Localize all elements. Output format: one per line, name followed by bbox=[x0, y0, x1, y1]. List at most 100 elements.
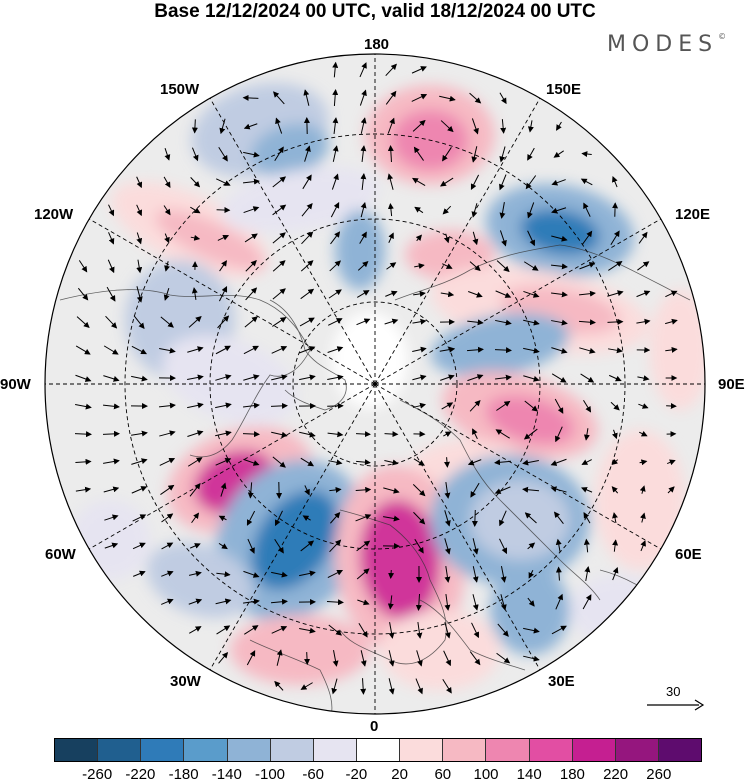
wind-arrow bbox=[636, 318, 651, 325]
wind-arrow bbox=[219, 118, 226, 135]
wind-arrow bbox=[413, 458, 425, 466]
wind-arrow bbox=[131, 458, 148, 465]
wind-arrow bbox=[243, 598, 260, 605]
wind-arrow bbox=[388, 622, 395, 639]
wind-arrow bbox=[164, 233, 170, 244]
wind-arrow bbox=[472, 566, 479, 583]
wind-arrow bbox=[470, 174, 480, 191]
wind-arrow bbox=[612, 512, 618, 524]
wind-arrow bbox=[444, 510, 451, 527]
wind-arrow bbox=[583, 538, 590, 553]
anomaly-blobs bbox=[70, 82, 705, 690]
anomaly-patch bbox=[230, 615, 370, 685]
wind-arrow bbox=[103, 458, 120, 465]
wind-arrow bbox=[271, 346, 288, 354]
wind-arrow bbox=[327, 346, 344, 353]
wind-arrow bbox=[387, 173, 394, 190]
wind-arrow bbox=[384, 431, 399, 438]
wind-arrow bbox=[132, 514, 147, 522]
wind-arrow bbox=[270, 402, 288, 409]
wind-arrow bbox=[215, 598, 232, 605]
wind-arrow bbox=[551, 625, 567, 635]
reference-vector-label: 30 bbox=[666, 684, 681, 699]
wind-arrow bbox=[242, 178, 260, 185]
wind-arrow bbox=[497, 623, 509, 637]
wind-arrow bbox=[299, 317, 315, 327]
wind-arrow bbox=[472, 594, 479, 611]
wind-arrow bbox=[556, 121, 562, 131]
wind-arrow bbox=[611, 429, 618, 440]
wind-arrow bbox=[471, 622, 480, 639]
wind-arrow bbox=[242, 431, 260, 438]
wind-arrow bbox=[271, 571, 288, 578]
anomaly-patch bbox=[250, 123, 330, 177]
wind-arrow bbox=[469, 92, 482, 104]
wind-arrow bbox=[386, 262, 397, 270]
wind-arrow bbox=[302, 174, 312, 190]
wind-arrow bbox=[332, 89, 339, 107]
wind-arrow bbox=[271, 374, 288, 381]
wind-arrow bbox=[550, 263, 568, 270]
wind-arrow bbox=[355, 486, 372, 493]
wind-arrow bbox=[471, 118, 479, 135]
wind-arrow bbox=[272, 288, 286, 300]
wind-arrow bbox=[356, 318, 371, 326]
wind-arrow bbox=[358, 622, 368, 638]
wind-arrow bbox=[495, 290, 512, 298]
wind-arrow bbox=[76, 316, 90, 328]
wind-arrow bbox=[356, 290, 370, 298]
wind-arrow bbox=[608, 374, 622, 382]
wind-arrow bbox=[301, 203, 313, 217]
wind-arrow bbox=[551, 347, 568, 354]
wind-arrow bbox=[444, 482, 451, 499]
wind-arrow bbox=[188, 570, 202, 577]
meridian-line bbox=[374, 383, 541, 671]
wind-arrow bbox=[189, 626, 202, 634]
label-30e: 30E bbox=[548, 673, 575, 690]
wind-arrow bbox=[467, 374, 484, 382]
wind-arrow bbox=[216, 625, 231, 635]
wind-arrow bbox=[554, 398, 564, 414]
wind-arrow bbox=[245, 287, 258, 301]
wind-arrow bbox=[331, 173, 339, 190]
wind-arrow bbox=[220, 482, 227, 497]
wind-arrow bbox=[102, 403, 120, 410]
colorbar-tick-label: -60 bbox=[302, 766, 325, 783]
wind-arrow bbox=[610, 401, 620, 411]
wind-arrow bbox=[102, 430, 120, 437]
wind-arrow bbox=[500, 119, 507, 134]
wind-arrow bbox=[442, 205, 452, 215]
wind-arrow bbox=[270, 598, 288, 605]
wind-arrow bbox=[356, 540, 371, 552]
wind-arrow bbox=[612, 566, 619, 581]
colorbar-tick-label: 180 bbox=[559, 766, 585, 783]
wind-arrow bbox=[159, 457, 176, 466]
colorbar-swatch bbox=[55, 739, 99, 761]
colorbar-swatch bbox=[98, 739, 142, 761]
wind-arrow bbox=[611, 486, 619, 494]
wind-arrow bbox=[440, 374, 455, 381]
wind-arrow bbox=[299, 374, 316, 381]
wind-arrow bbox=[187, 346, 204, 353]
wind-arrow bbox=[527, 120, 534, 133]
wind-arrow bbox=[411, 94, 428, 102]
wind-arrow bbox=[444, 622, 451, 639]
wind-arrow bbox=[385, 63, 397, 76]
modes-logo: MODES© bbox=[607, 32, 726, 57]
wind-arrow bbox=[332, 117, 339, 135]
wind-arrow bbox=[494, 347, 512, 354]
wind-arrow bbox=[332, 650, 339, 667]
wind-arrow bbox=[216, 178, 231, 186]
wind-arrow bbox=[105, 315, 118, 329]
wind-arrow bbox=[108, 232, 115, 245]
pole-neutral-area bbox=[332, 312, 408, 408]
wind-arrow bbox=[243, 151, 260, 158]
wind-arrow bbox=[163, 205, 171, 216]
wind-arrow bbox=[330, 202, 340, 218]
wind-arrow bbox=[360, 117, 367, 134]
anomaly-patch bbox=[650, 290, 705, 410]
wind-arrow bbox=[136, 176, 143, 189]
colorbar-swatch bbox=[184, 739, 228, 761]
wind-arrow bbox=[161, 513, 174, 523]
wind-arrow bbox=[637, 261, 650, 271]
